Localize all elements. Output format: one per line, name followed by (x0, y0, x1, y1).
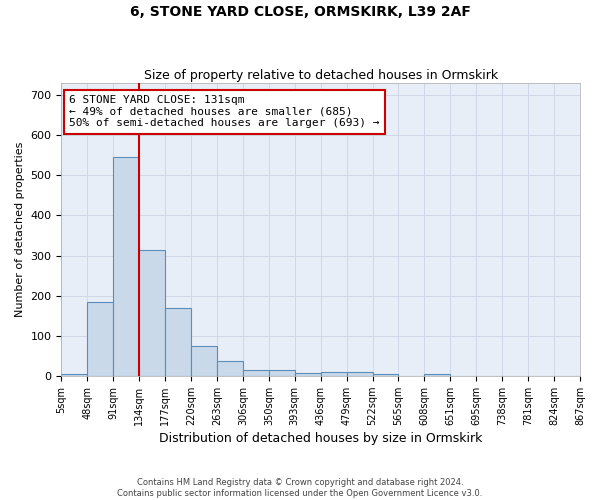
Bar (347, 372, 373, 376)
Bar (113, 158, 139, 376)
Bar (217, 361, 243, 376)
Bar (139, 250, 165, 376)
Bar (373, 374, 398, 376)
Bar (88, 302, 113, 376)
Bar (243, 370, 269, 376)
Text: Contains HM Land Registry data © Crown copyright and database right 2024.
Contai: Contains HM Land Registry data © Crown c… (118, 478, 482, 498)
Bar (191, 346, 217, 376)
Y-axis label: Number of detached properties: Number of detached properties (15, 142, 25, 317)
Title: Size of property relative to detached houses in Ormskirk: Size of property relative to detached ho… (143, 69, 498, 82)
X-axis label: Distribution of detached houses by size in Ormskirk: Distribution of detached houses by size … (159, 432, 482, 445)
Text: 6 STONE YARD CLOSE: 131sqm
← 49% of detached houses are smaller (685)
50% of sem: 6 STONE YARD CLOSE: 131sqm ← 49% of deta… (69, 95, 380, 128)
Bar (295, 372, 321, 376)
Bar (424, 374, 451, 376)
Bar (269, 370, 295, 376)
Bar (61, 374, 88, 376)
Text: 6, STONE YARD CLOSE, ORMSKIRK, L39 2AF: 6, STONE YARD CLOSE, ORMSKIRK, L39 2AF (130, 5, 470, 19)
Bar (165, 308, 191, 376)
Bar (321, 372, 347, 376)
